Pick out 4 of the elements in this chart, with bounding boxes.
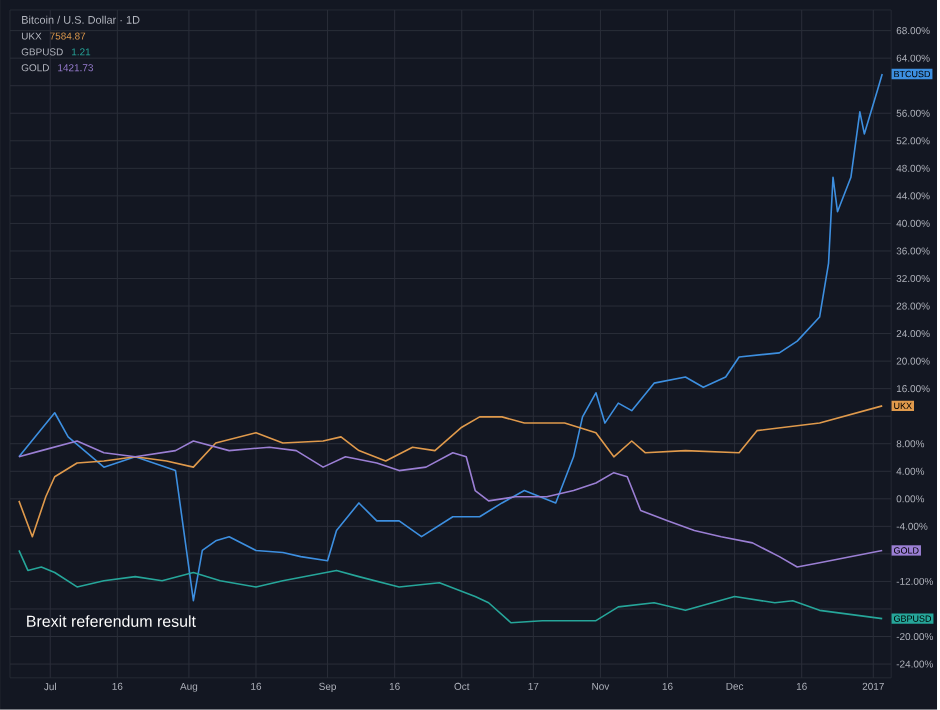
line-series xyxy=(18,405,884,538)
line-series xyxy=(18,440,884,568)
line-series xyxy=(18,549,884,624)
line-series xyxy=(18,73,884,602)
